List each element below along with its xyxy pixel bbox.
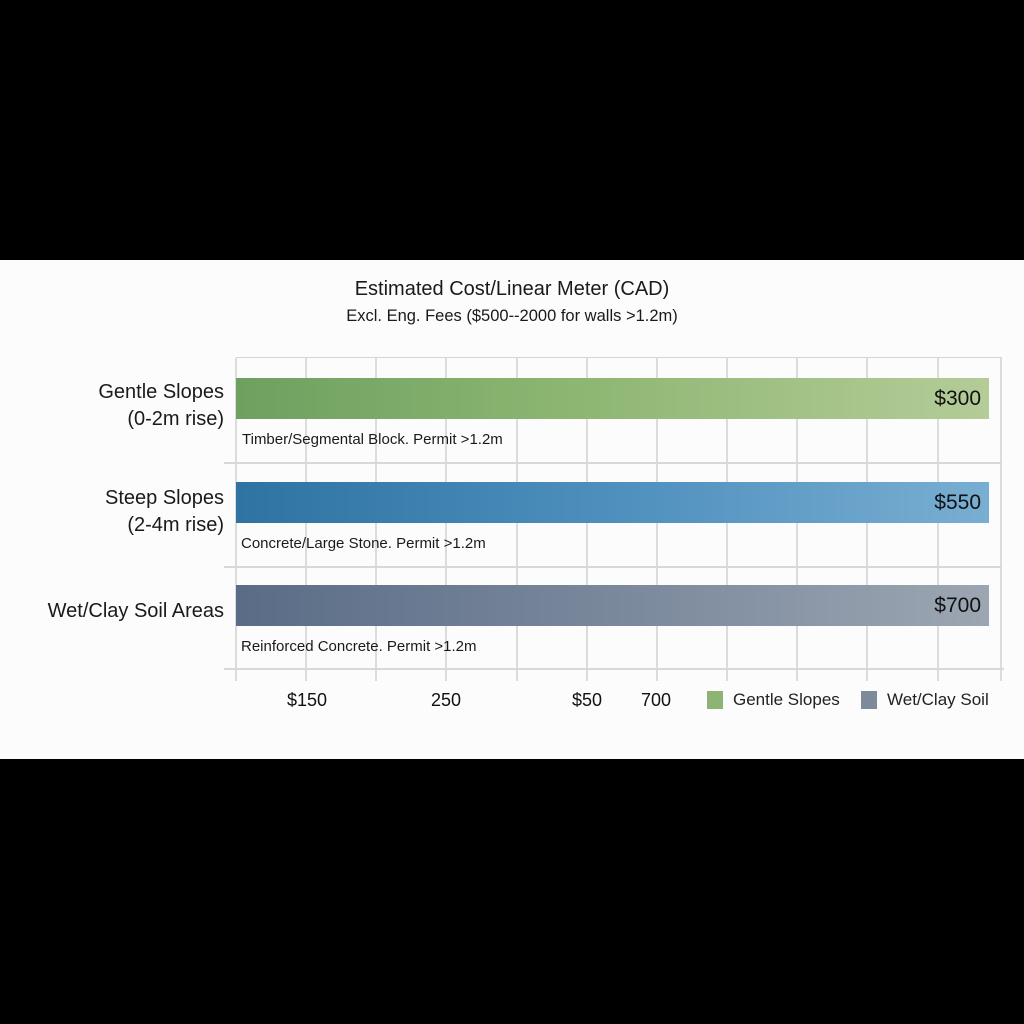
- category-label-line: Steep Slopes: [105, 487, 224, 509]
- x-tick-label: $50: [571, 690, 603, 710]
- bar-gentle-slopes[interactable]: $300: [236, 378, 989, 419]
- chart-title: Estimated Cost/Linear Meter (CAD): [354, 278, 670, 300]
- category-label-line: (2-4m rise): [127, 514, 224, 536]
- category-label-steep: Steep Slopes (2-4m rise): [105, 485, 224, 539]
- x-tick-label: 700: [640, 690, 672, 710]
- bar-annotation: Timber/Segmental Block. Permit >1.2m: [242, 431, 503, 448]
- chart-subtitle: Excl. Eng. Fees ($500--2000 for walls >1…: [346, 307, 678, 325]
- legend-label: Wet/Clay Soil: [887, 690, 989, 709]
- plot-area: $300 Timber/Segmental Block. Permit >1.2…: [224, 357, 1004, 681]
- row-separator: [224, 462, 1002, 464]
- legend-item-wet-clay-soil[interactable]: Wet/Clay Soil: [861, 690, 989, 710]
- bar-steep-slopes[interactable]: $550: [236, 482, 989, 523]
- x-tick-label: 250: [430, 690, 462, 710]
- legend-label: Gentle Slopes: [733, 690, 840, 709]
- category-label-line: Gentle Slopes: [98, 381, 224, 403]
- bar-value-label: $550: [934, 490, 981, 514]
- category-label-line: (0-2m rise): [127, 408, 224, 430]
- bar-annotation: Concrete/Large Stone. Permit >1.2m: [241, 535, 486, 552]
- x-tick-label: $150: [286, 690, 328, 710]
- legend-swatch-icon: [861, 691, 877, 709]
- chart-panel: Estimated Cost/Linear Meter (CAD) Excl. …: [0, 260, 1024, 759]
- category-label-line: Wet/Clay Soil Areas: [47, 600, 224, 622]
- bar-value-label: $700: [934, 593, 981, 617]
- row-separator: [224, 566, 1002, 568]
- legend-item-gentle-slopes[interactable]: Gentle Slopes: [707, 690, 840, 710]
- category-label-wet: Wet/Clay Soil Areas: [48, 598, 224, 625]
- legend-swatch-icon: [707, 691, 723, 709]
- x-axis-line: [224, 668, 1004, 670]
- gridline: [1000, 358, 1002, 681]
- bar-value-label: $300: [934, 386, 981, 410]
- bar-annotation: Reinforced Concrete. Permit >1.2m: [241, 638, 477, 655]
- gridline: [235, 358, 237, 681]
- category-label-gentle: Gentle Slopes (0-2m rise): [98, 379, 224, 433]
- bar-wet-clay-soil[interactable]: $700: [236, 585, 989, 626]
